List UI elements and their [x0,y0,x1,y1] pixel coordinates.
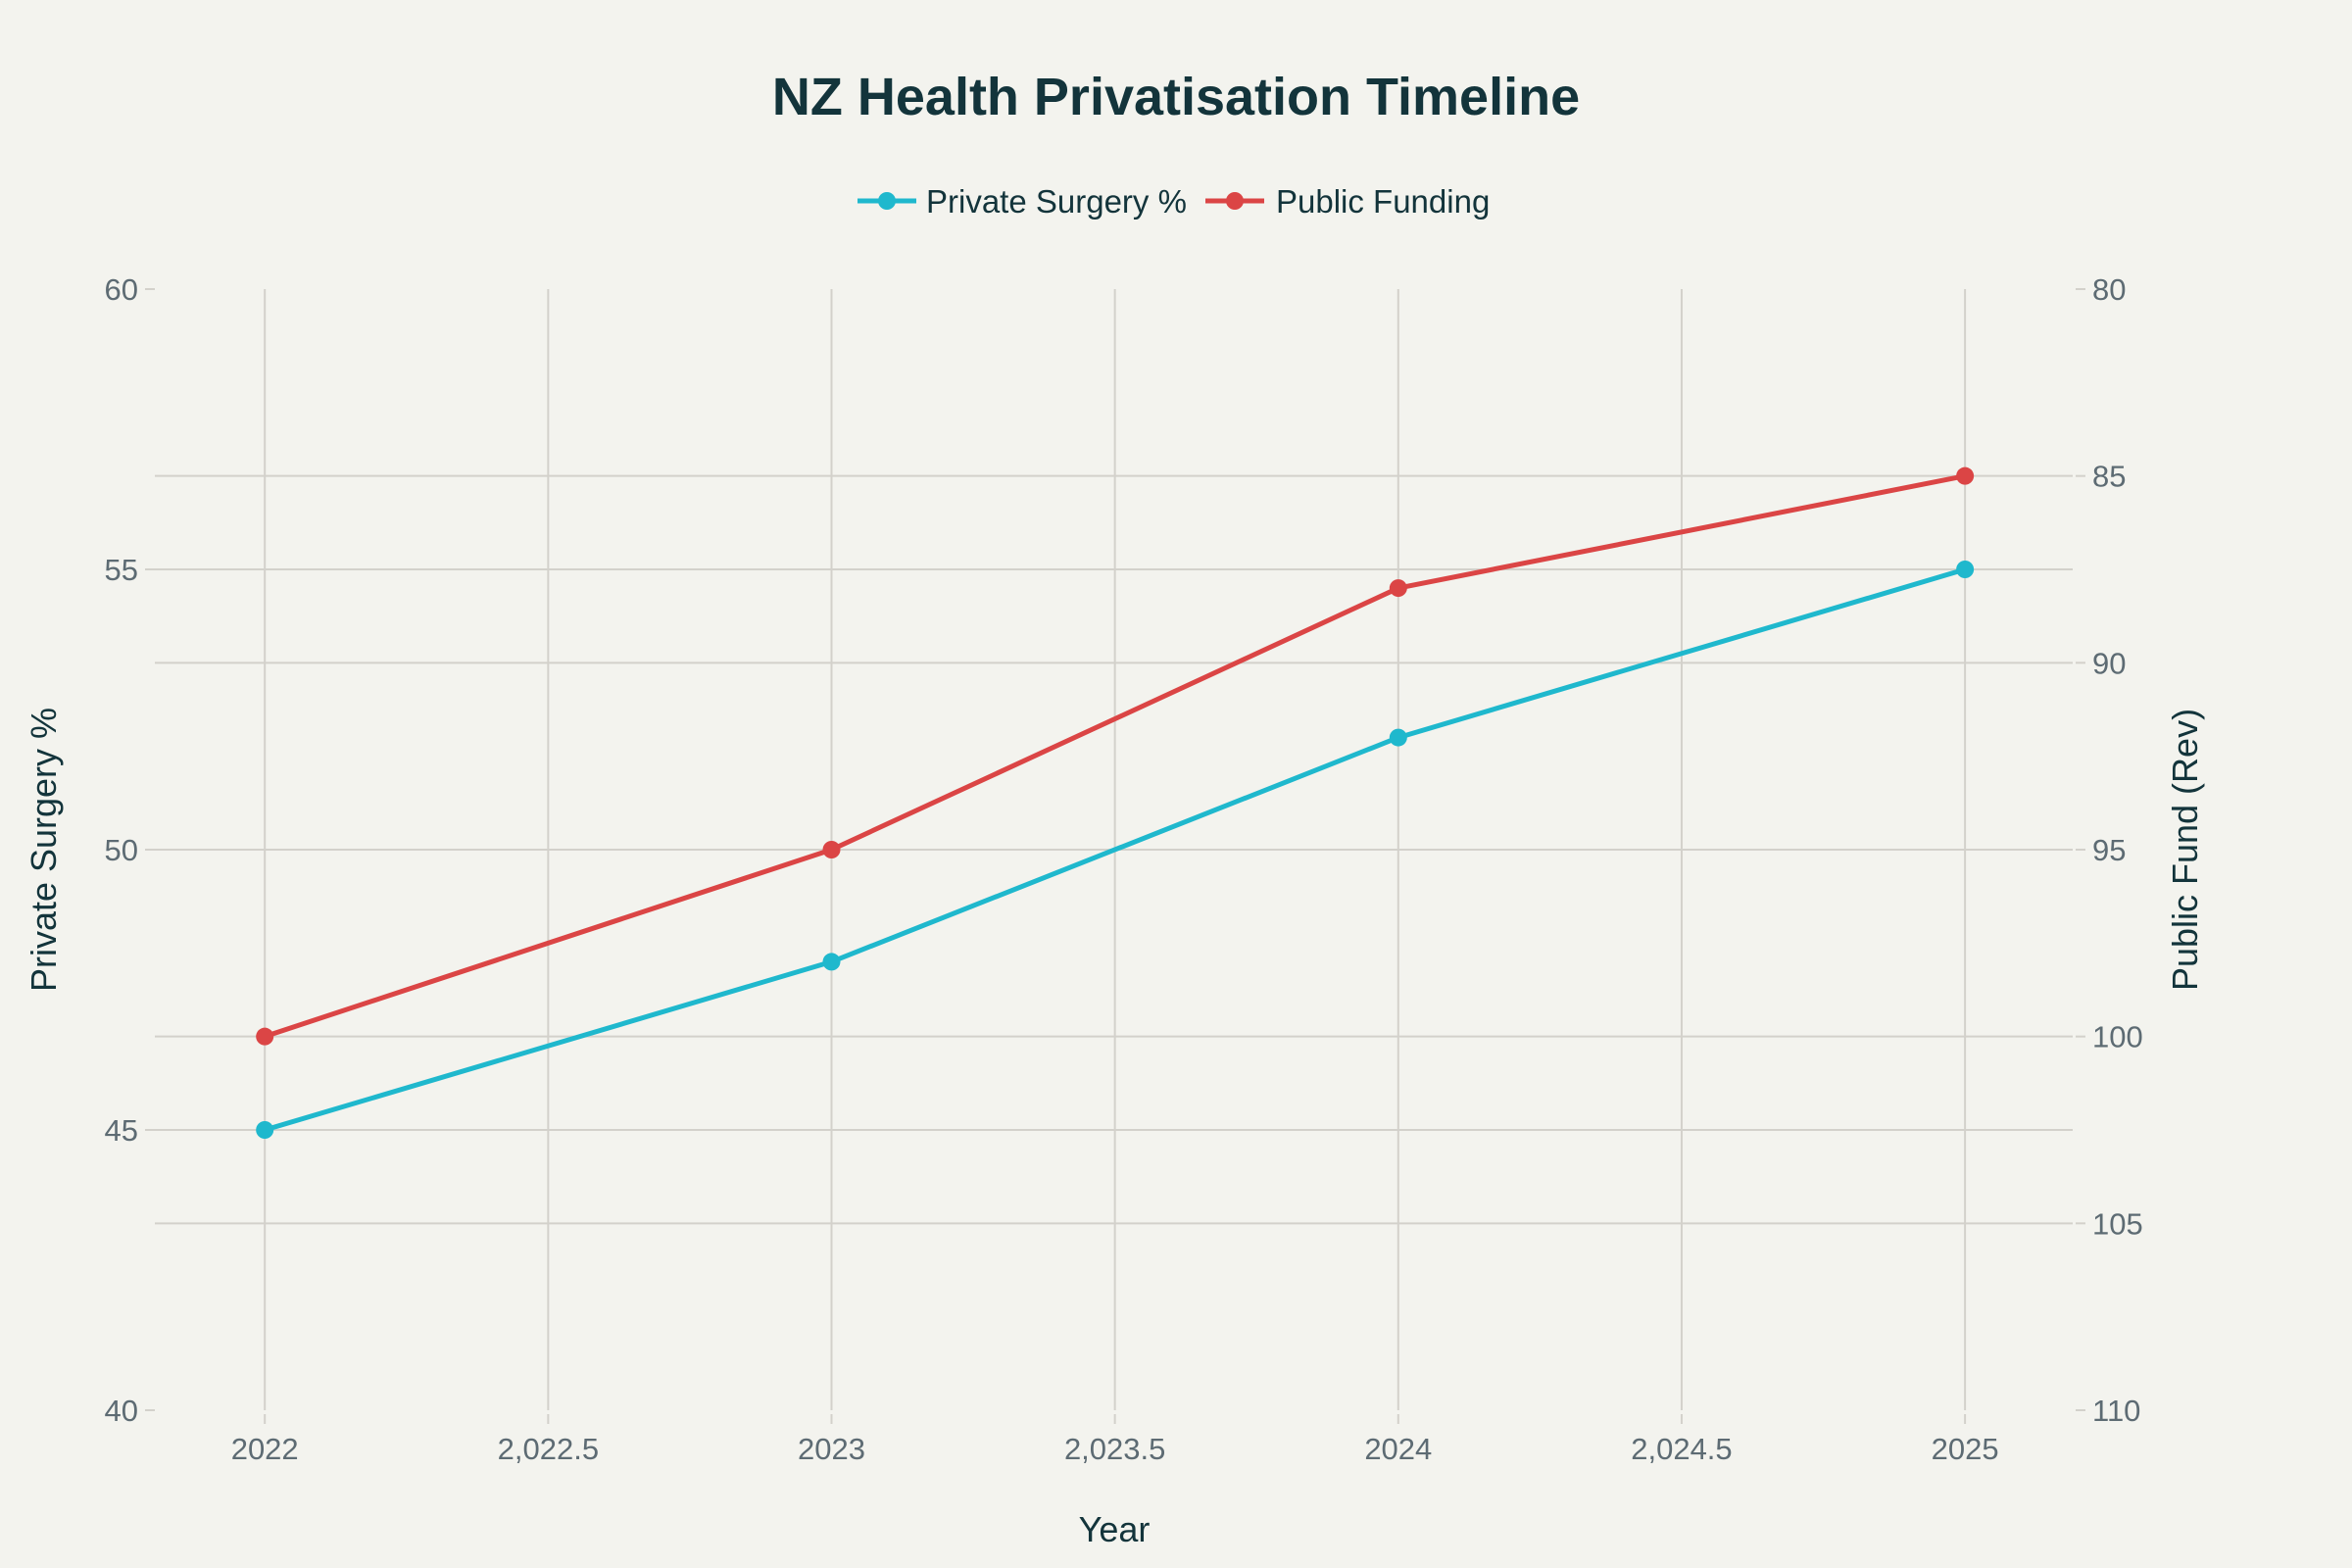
legend-label-public-funding: Public Funding [1276,183,1490,220]
y-tick-label: 45 [105,1113,138,1148]
y-tick-label: 60 [105,272,138,307]
x-tick-label: 2022 [231,1432,299,1466]
legend-item-public-funding[interactable]: Public Funding [1205,183,1490,220]
y2-tick-label: 95 [2092,833,2126,867]
x-axis: 2022 2,022.5 2023 2,023.5 2024 2,024.5 2025 [231,1414,1999,1466]
y2-tick-label: 110 [2092,1394,2140,1428]
series-line-public-funding [264,473,1966,1040]
data-point-private-surgery[interactable] [822,953,841,971]
chart-title: NZ Health Privatisation Timeline [772,68,1580,126]
x-tick-label: 2,024.5 [1631,1432,1732,1466]
legend-marker-private-surgery [878,192,896,210]
y2-tick-label: 85 [2092,460,2126,494]
legend-label-private-surgery: Private Surgery % [926,183,1187,220]
y-tick-label: 40 [105,1394,138,1428]
data-point-public-funding[interactable] [822,841,841,858]
data-point-public-funding[interactable] [1956,466,1975,485]
y-tick-label: 55 [105,553,138,587]
legend[interactable]: Private Surgery % Public Funding [858,183,1490,220]
y2-tick-label: 90 [2092,646,2126,680]
y-axis-title: Private Surgery % [24,708,64,992]
series [256,466,1975,1139]
y2-tick-label: 105 [2092,1206,2143,1241]
data-point-private-surgery[interactable] [1956,561,1975,578]
y2-axis-title: Public Fund (Rev) [2165,709,2205,991]
x-axis-title: Year [1079,1509,1151,1549]
x-tick-label: 2024 [1364,1432,1432,1466]
legend-marker-public-funding [1226,192,1244,210]
data-point-private-surgery[interactable] [256,1121,274,1139]
y2-tick-label: 100 [2092,1020,2143,1054]
series-line-private-surgery [264,566,1966,1133]
y-axis-left: 40 45 50 55 60 [105,272,155,1428]
x-tick-label: 2,022.5 [498,1432,599,1466]
data-point-public-funding[interactable] [256,1027,274,1046]
y2-tick-label: 80 [2092,272,2126,307]
y-tick-label: 50 [105,833,138,867]
x-tick-label: 2025 [1932,1432,1999,1466]
y-axis-right: 80 85 90 95 100 105 110 [2076,272,2143,1428]
x-tick-label: 2023 [798,1432,865,1466]
data-point-public-funding[interactable] [1389,579,1407,598]
data-point-private-surgery[interactable] [1389,728,1407,747]
x-tick-label: 2,023.5 [1064,1432,1165,1466]
legend-item-private-surgery[interactable]: Private Surgery % [858,183,1187,220]
